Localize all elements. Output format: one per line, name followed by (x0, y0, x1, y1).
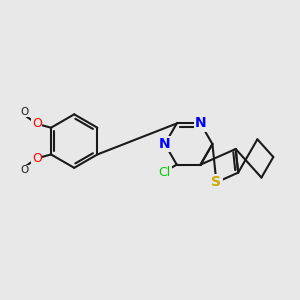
Text: O: O (20, 165, 28, 175)
Text: O: O (20, 107, 28, 117)
Text: Cl: Cl (159, 166, 171, 178)
Text: O: O (32, 117, 42, 130)
Text: O: O (32, 117, 42, 130)
Text: S: S (212, 175, 221, 189)
Text: O: O (32, 152, 42, 165)
Text: N: N (159, 137, 171, 151)
Text: N: N (195, 116, 206, 130)
Text: O: O (32, 152, 42, 165)
